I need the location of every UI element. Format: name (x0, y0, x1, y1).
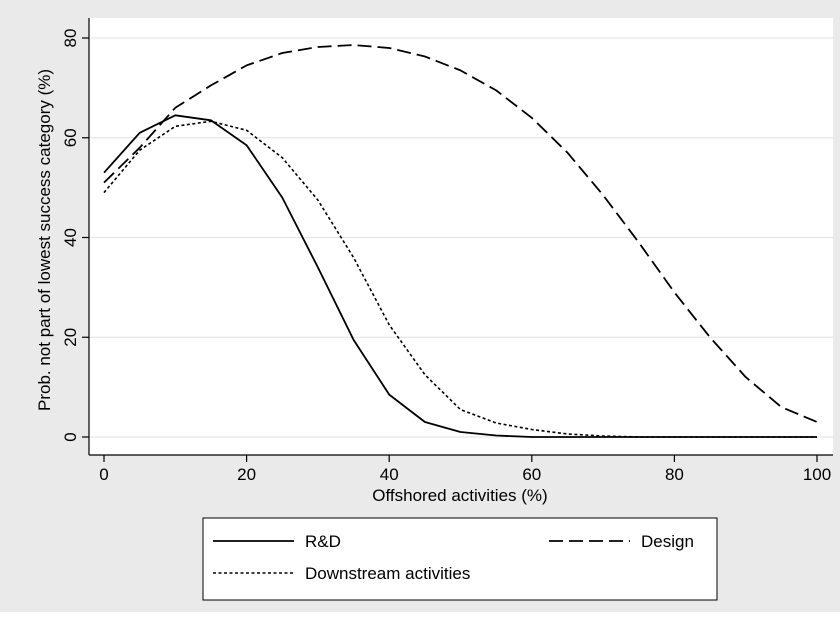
legend-label-rnd: R&D (305, 532, 341, 551)
series-line-1 (103, 44, 818, 423)
y-tick-label: 0 (61, 432, 80, 441)
y-axis-title: Prob. not part of lowest success categor… (35, 69, 54, 411)
gridlines (89, 37, 833, 438)
x-tick-label: 60 (522, 465, 541, 484)
y-tick-label: 80 (61, 29, 80, 48)
x-tick-label: 80 (665, 465, 684, 484)
x-tick-label: 0 (99, 465, 108, 484)
axes (88, 18, 833, 456)
y-tick-label: 60 (61, 128, 80, 147)
x-tick-label: 100 (803, 465, 831, 484)
legend-label-design: Design (641, 532, 694, 551)
y-tick-label: 20 (61, 328, 80, 347)
legend: R&D Design Downstream activities (202, 517, 718, 601)
legend-label-downstream: Downstream activities (305, 564, 470, 583)
y-tick-label: 40 (61, 228, 80, 247)
x-tick-label: 40 (380, 465, 399, 484)
plot-area (89, 18, 833, 455)
series-lines (103, 44, 818, 438)
x-tick-label: 20 (237, 465, 256, 484)
x-axis-title: Offshored activities (%) (372, 486, 547, 505)
series-line-2 (103, 120, 817, 438)
legend-box (202, 517, 718, 601)
axis-ticks: 0 20 40 60 80 0 20 40 60 80 100 (61, 29, 831, 484)
